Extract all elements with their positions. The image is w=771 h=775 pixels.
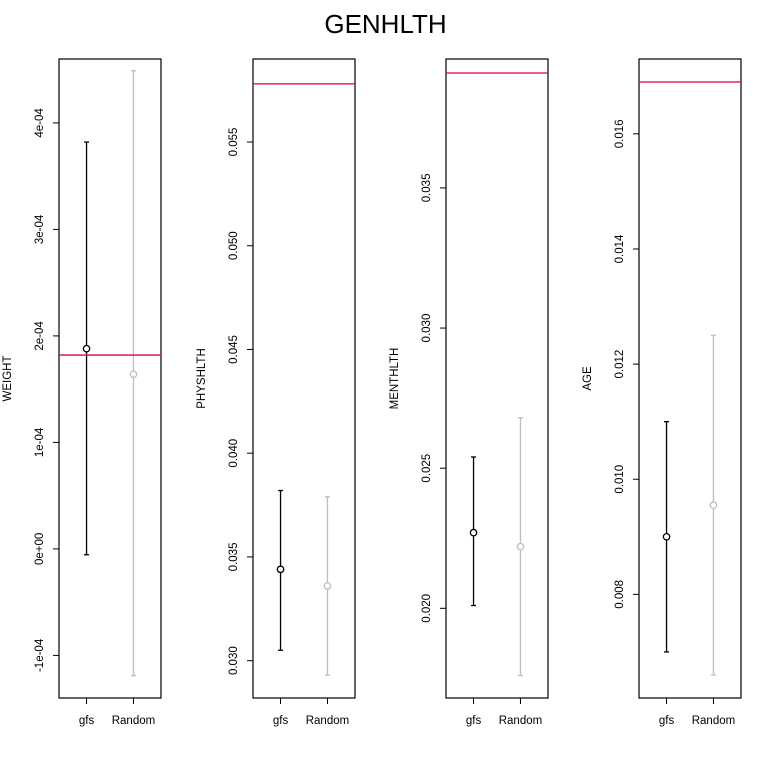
chart-title: GENHLTH xyxy=(324,9,446,39)
data-point xyxy=(323,582,332,590)
y-axis-label: AGE xyxy=(582,366,594,391)
y-axis-label: PHYSHLTH xyxy=(196,348,208,409)
y-tick-label: 0.035 xyxy=(228,543,240,572)
y-tick-label: 0.014 xyxy=(614,234,626,263)
y-tick-label: -1e-04 xyxy=(34,638,46,672)
data-point xyxy=(469,528,478,537)
chart-panel-4: 0.008 0.010 0.012 0.014 0.016 AGE gfs Random xyxy=(582,58,742,727)
data-point xyxy=(709,501,718,509)
y-tick-label: 0.016 xyxy=(614,119,626,148)
x-tick-label: Random xyxy=(692,715,735,727)
data-point xyxy=(82,344,91,353)
plot-frame xyxy=(252,58,356,699)
x-tick-label: Random xyxy=(499,715,542,727)
chart-panel-1: -1e-04 0e+00 1e-04 2e-04 3e-04 4e-04 WEIGHT gfs… xyxy=(2,58,162,727)
y-tick-label: 0.010 xyxy=(614,465,626,494)
y-tick-label: 4e-04 xyxy=(34,108,46,138)
y-tick-label: 0.030 xyxy=(421,314,433,343)
y-tick-label: 0.030 xyxy=(228,646,240,675)
x-tick-label: Random xyxy=(112,715,155,727)
data-point xyxy=(276,565,285,574)
y-tick-label: 0.055 xyxy=(228,128,240,157)
plot-frame xyxy=(58,58,162,699)
x-tick-label: gfs xyxy=(79,715,95,727)
chart-panel-3: 0.020 0.025 0.030 0.035 MENTHLTH gfs Random xyxy=(389,58,549,727)
y-tick-label: 3e-04 xyxy=(34,214,46,244)
x-tick-label: gfs xyxy=(466,715,482,727)
y-tick-label: 0.040 xyxy=(228,439,240,468)
y-tick-label: 0.008 xyxy=(614,580,626,609)
y-tick-label: 0.050 xyxy=(228,231,240,260)
x-tick-label: Random xyxy=(306,715,349,727)
chart-panel-2: 0.030 0.035 0.040 0.045 0.050 0.055 PHYSHLTH gf… xyxy=(196,58,356,727)
y-axis-label: WEIGHT xyxy=(2,356,14,402)
data-point xyxy=(516,542,525,551)
y-tick-label: 0.035 xyxy=(421,174,433,203)
y-tick-label: 0.012 xyxy=(614,350,626,379)
data-point xyxy=(662,532,671,541)
y-tick-label: 0.025 xyxy=(421,454,433,483)
plot-frame xyxy=(638,58,742,699)
x-tick-label: gfs xyxy=(659,715,675,727)
y-axis-label: MENTHLTH xyxy=(389,348,401,410)
x-tick-label: gfs xyxy=(273,715,289,727)
plot-frame xyxy=(445,58,549,699)
data-point xyxy=(129,370,138,379)
y-tick-label: 0.020 xyxy=(421,594,433,623)
y-tick-label: 2e-04 xyxy=(34,321,46,351)
chart-panels: -1e-04 0e+00 1e-04 2e-04 3e-04 4e-04 WEIGHT gfs… xyxy=(2,58,742,727)
y-tick-label: 0.045 xyxy=(228,335,240,364)
y-tick-label: 1e-04 xyxy=(34,427,46,457)
y-tick-label: 0e+00 xyxy=(34,533,46,565)
